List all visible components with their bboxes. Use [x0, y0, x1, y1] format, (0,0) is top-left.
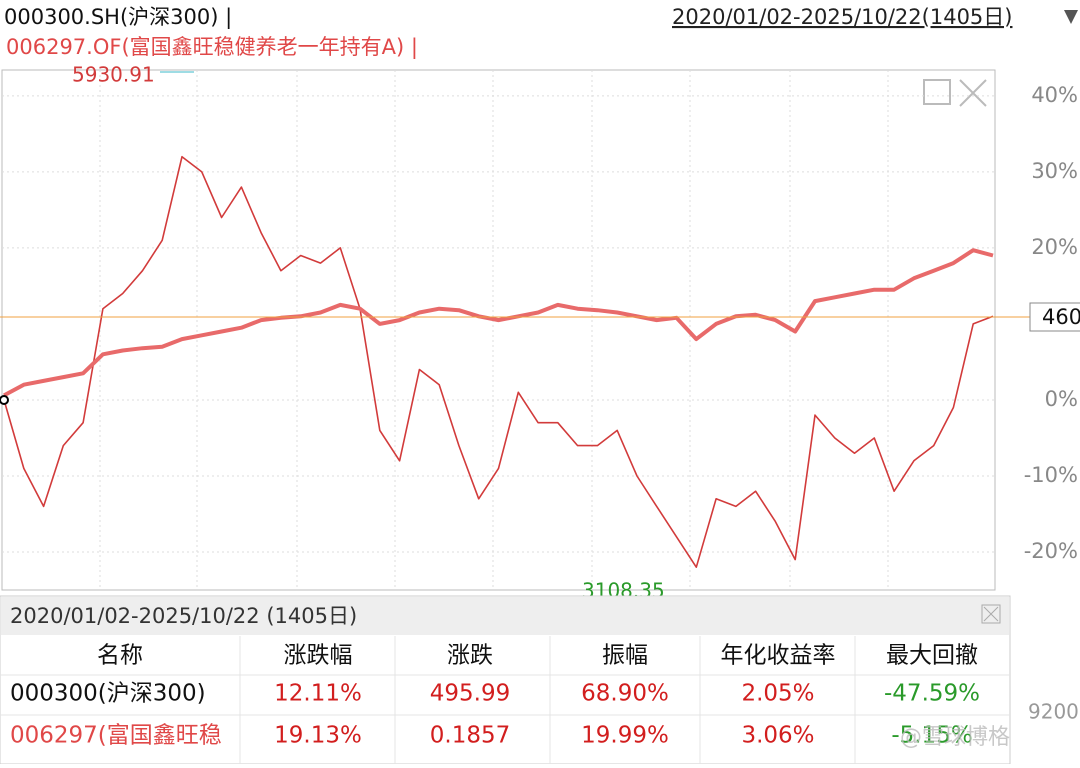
- table-title: 2020/01/02-2025/10/22 (1405日): [10, 604, 357, 628]
- cell: 006297(富国鑫旺稳: [10, 723, 222, 749]
- y-tick-label: 20%: [1031, 235, 1078, 259]
- table-lines: [0, 636, 1010, 764]
- column-header: 最大回撤: [886, 643, 978, 669]
- column-header: 名称: [97, 643, 143, 669]
- column-header: 涨跌幅: [284, 643, 353, 669]
- last-price-box: [1029, 302, 1080, 332]
- symbol2: 006297.OF(富国鑫旺稳健养老一年持有A) |: [6, 35, 418, 60]
- column-header: 振幅: [602, 643, 648, 669]
- cell: 3.06%: [741, 723, 814, 749]
- close-icon[interactable]: [959, 79, 987, 107]
- cell: 0.1857: [430, 723, 510, 749]
- y-tick-label: -20%: [1024, 539, 1078, 563]
- table-close[interactable]: [981, 604, 1001, 624]
- max-label: 5930.91: [72, 63, 155, 87]
- cell: 12.11%: [274, 681, 362, 707]
- cell: 495.99: [430, 681, 510, 707]
- cell: 19.13%: [274, 723, 362, 749]
- column-header: 涨跌: [447, 643, 493, 669]
- y-tick-label: 40%: [1031, 83, 1078, 107]
- maximize-icon[interactable]: [923, 79, 951, 105]
- y-tick-label: 30%: [1031, 159, 1078, 183]
- table-close-x[interactable]: [983, 606, 999, 622]
- table-title-bar: [1, 597, 1009, 635]
- series-line: [3, 248, 994, 398]
- plot-frame: [1, 69, 996, 591]
- cell: 19.99%: [581, 723, 669, 749]
- cell: -47.59%: [884, 681, 980, 707]
- range[interactable]: 2020/01/02-2025/10/22(1405日): [672, 5, 1012, 29]
- cell: 68.90%: [581, 681, 669, 707]
- series-line: [3, 155, 994, 568]
- last-price: 460: [1042, 305, 1080, 329]
- cell: -5.15%: [891, 723, 972, 749]
- cell: 000300(沪深300): [10, 681, 206, 707]
- watermark: @雪球博格: [900, 725, 1010, 750]
- cell: 2.05%: [741, 681, 814, 707]
- y-tick-label: -10%: [1024, 463, 1078, 487]
- column-header: 年化收益率: [721, 643, 836, 669]
- dropdown-arrow[interactable]: [1064, 10, 1078, 24]
- y-tick-label: 0%: [1045, 387, 1078, 411]
- side-label: 9200: [1028, 700, 1079, 724]
- symbol1: 000300.SH(沪深300) |: [4, 5, 232, 30]
- start-marker: [0, 395, 9, 405]
